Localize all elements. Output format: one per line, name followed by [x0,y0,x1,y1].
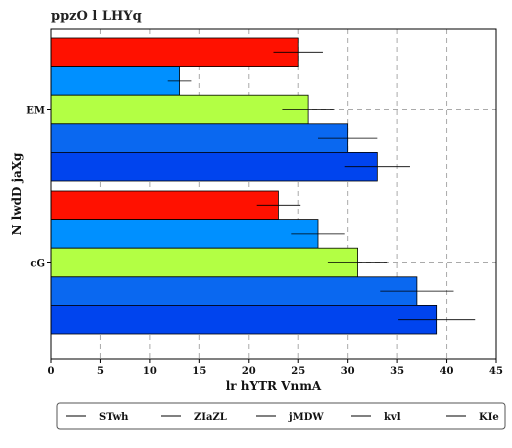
x-tick-label: 35 [390,366,404,377]
x-tick-label: 10 [143,366,157,377]
x-tick-label: 25 [291,366,305,377]
plot-frame [50,28,497,360]
legend-label: STwh [99,412,129,423]
legend: STwh ZIaZL jMDW kvl KIe [56,402,506,430]
y-axis-label: N lwdD jaXg [10,152,24,235]
bar [50,37,299,68]
x-axis-label: lr hYTR VnmA [226,379,322,393]
bar [50,66,180,96]
legend-label: jMDW [288,412,324,423]
y-tick-label: EM [26,106,45,117]
x-tick-label: 5 [97,366,104,377]
x-tick-label: 20 [242,366,256,377]
bar [50,151,378,182]
bar [50,247,358,278]
x-tick-label: 15 [192,366,206,377]
x-tick-label: 0 [48,366,55,377]
x-tick-label: 30 [341,366,355,377]
bar [50,190,279,221]
bar [50,304,438,335]
x-tick-label: 45 [489,366,503,377]
bar [50,94,309,125]
chart-title: ppzO l LHYq [51,9,142,24]
legend-label: KIe [479,412,499,423]
legend-label: kvl [384,412,401,423]
y-tick-label: cG [30,259,45,270]
x-tick-label: 40 [440,366,454,377]
bar [50,219,319,249]
bar [50,123,349,153]
legend-box [56,402,506,430]
legend-label: ZIaZL [194,412,227,423]
bar [50,276,418,306]
